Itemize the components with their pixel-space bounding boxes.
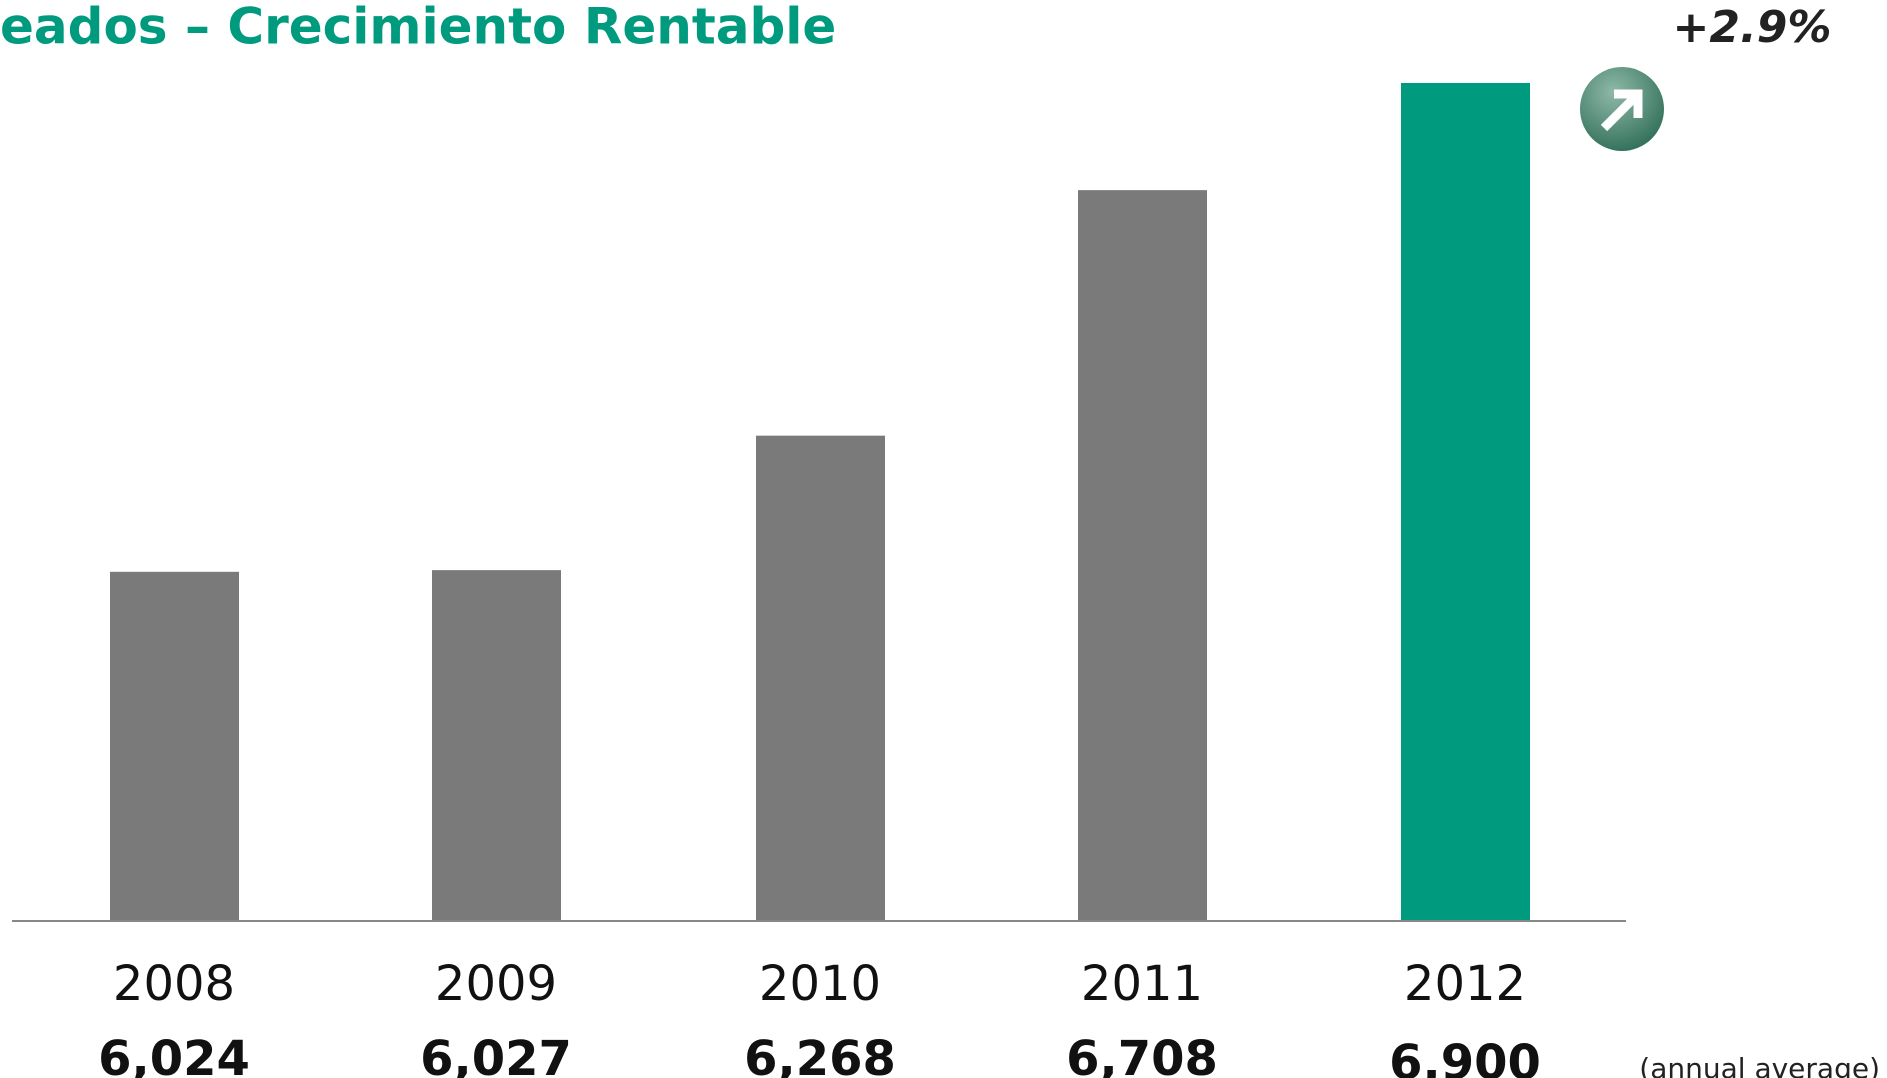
- growth-icon: [1580, 67, 1664, 151]
- value-label: 6,708: [1066, 1031, 1218, 1078]
- value-label: 6,268: [744, 1031, 896, 1078]
- x-tick-label: 2008: [113, 956, 235, 1012]
- bar: [1401, 83, 1530, 920]
- x-tick-label: 2012: [1404, 956, 1526, 1012]
- value-label: 6,900: [1389, 1035, 1541, 1078]
- value-label: 6,024: [98, 1031, 250, 1078]
- bar: [110, 571, 239, 920]
- x-tick-label: 2011: [1081, 956, 1203, 1012]
- value-label: 6,027: [420, 1031, 572, 1078]
- growth-annotation: +2.9%: [1673, 2, 1832, 53]
- bar: [1078, 190, 1207, 921]
- x-tick-label: 2009: [435, 956, 557, 1012]
- bar: [756, 435, 885, 920]
- note: (annual average): [1639, 1052, 1880, 1078]
- x-tick-label: 2010: [759, 956, 881, 1012]
- bar: [432, 570, 561, 920]
- chart-title: eados – Crecimiento Rentable: [0, 0, 836, 56]
